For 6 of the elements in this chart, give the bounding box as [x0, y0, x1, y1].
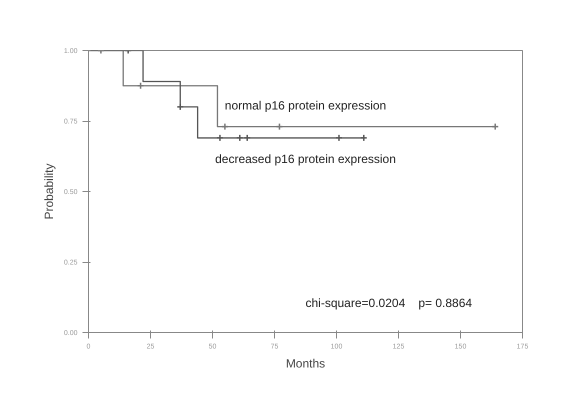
annotation: p= 0.8864 — [418, 296, 472, 310]
series-label: decreased p16 protein expression — [215, 152, 396, 166]
annotation: chi-square=0.0204 — [306, 296, 406, 310]
series-label: normal p16 protein expression — [224, 98, 386, 113]
x-axis-title: Months — [286, 356, 326, 370]
y-axis-title: Probability — [42, 163, 56, 220]
